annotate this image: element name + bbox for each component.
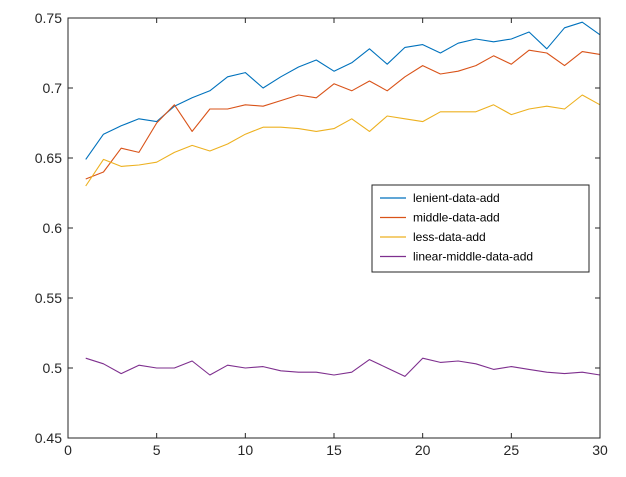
y-tick-label: 0.7 <box>43 80 63 96</box>
series-layer <box>85 21 601 377</box>
series-line-3 <box>85 357 601 377</box>
y-tick-label: 0.5 <box>43 360 63 376</box>
legend-box <box>371 184 590 273</box>
y-tick-label: 0.75 <box>35 10 62 26</box>
x-tick-label: 0 <box>64 442 72 458</box>
x-tick-label: 5 <box>153 442 161 458</box>
series-line-0 <box>85 21 601 160</box>
y-tick-label: 0.65 <box>35 150 62 166</box>
y-tick-label: 0.55 <box>35 290 62 306</box>
y-tick-label: 0.6 <box>43 220 63 236</box>
x-tick-label: 25 <box>504 442 520 458</box>
series-line-1 <box>85 49 601 180</box>
legend-label-0: lenient-data-add <box>413 191 500 205</box>
x-tick-label: 30 <box>592 442 608 458</box>
y-tick-label: 0.45 <box>35 430 62 446</box>
axes-layer: 0 5 10 15 20 25 30 0.45 0.5 0.55 0.6 0.65 0.7 0.75 <box>35 10 608 458</box>
series-line-2 <box>85 94 601 187</box>
x-tick-label: 20 <box>415 442 431 458</box>
x-tick-label: 10 <box>238 442 254 458</box>
legend: lenient-data-add middle-data-add less-data… <box>371 184 590 273</box>
legend-label-1: middle-data-add <box>413 211 500 225</box>
legend-label-2: less-data-add <box>413 230 486 244</box>
legend-label-3: linear-middle-data-add <box>413 250 533 264</box>
x-tick-label: 15 <box>326 442 342 458</box>
